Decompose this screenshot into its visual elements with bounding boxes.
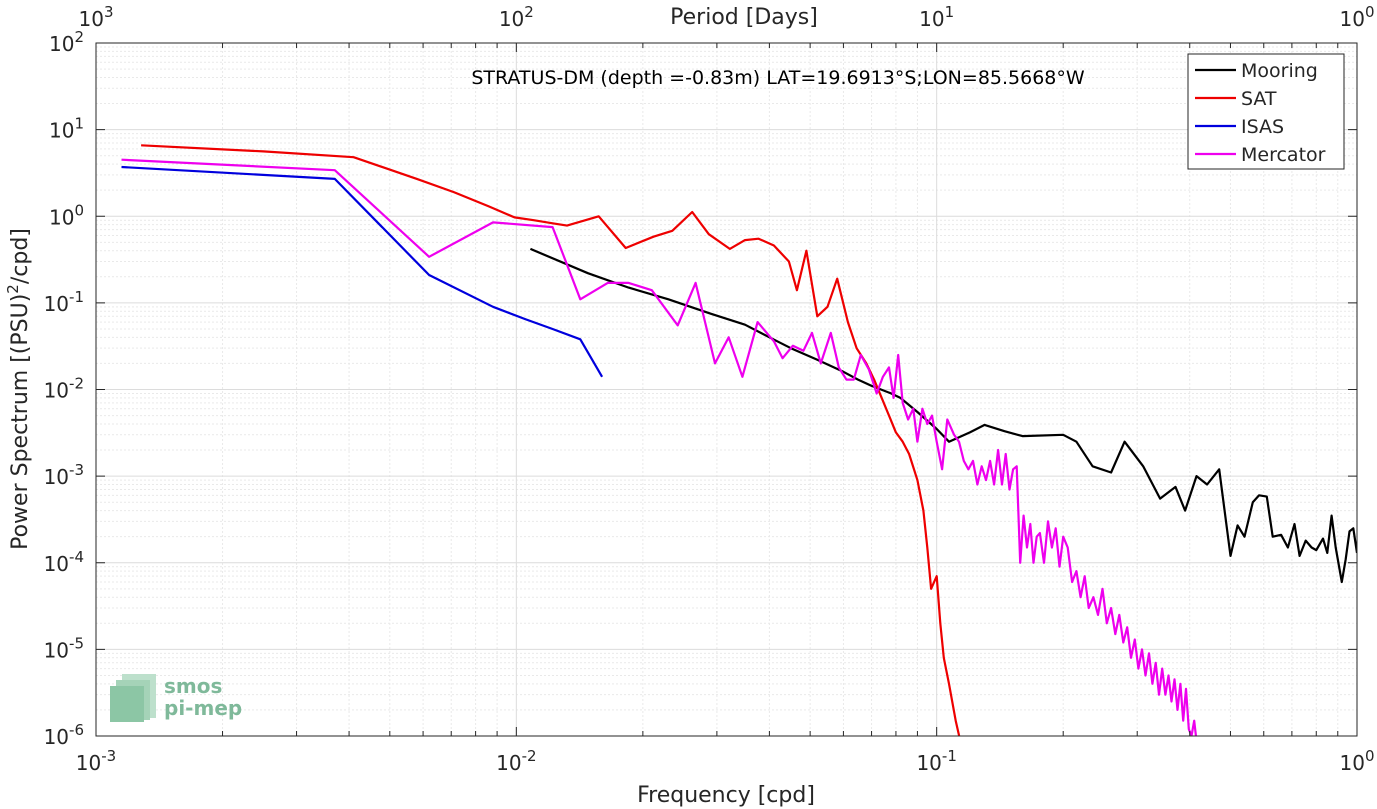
- series-line-mooring: [529, 247, 1357, 584]
- tick-marks: [95, 42, 1358, 737]
- series-line-sat: [141, 144, 961, 736]
- legend-label-mercator: Mercator: [1241, 144, 1326, 166]
- series-line-isas: [121, 165, 604, 378]
- chart-title: STRATUS-DM (depth =-0.83m) LAT=19.6913°S…: [471, 67, 1085, 89]
- x2-tick-label: 102: [499, 3, 534, 31]
- y-tick-label: 102: [49, 28, 84, 56]
- minor-grid: [96, 43, 1357, 736]
- legend-box: [1187, 53, 1345, 170]
- x-tick-label: 10-3: [76, 747, 116, 775]
- smos-pi-mep-logo: smos pi-mep: [110, 674, 242, 722]
- y-axis-label-sup: 2: [4, 284, 22, 294]
- logo-text-smos: smos: [164, 674, 222, 698]
- x2-tick-label: 101: [919, 3, 954, 31]
- logo-text-pi-mep: pi-mep: [164, 696, 242, 720]
- x-tick-label: 10-2: [496, 747, 536, 775]
- x2-tick-labels: 103 102 101 100: [79, 3, 1375, 31]
- legend-label-isas: ISAS: [1241, 116, 1284, 138]
- y-tick-label: 10-4: [44, 548, 84, 576]
- x2-axis-label: Period [Days]: [670, 5, 818, 30]
- series-layer: [121, 144, 1357, 736]
- y-axis-label-main: Power Spectrum [(PSU): [8, 294, 33, 550]
- y-tick-label: 10-1: [44, 288, 84, 316]
- y-tick-label: 10-3: [44, 461, 84, 489]
- x2-tick-label: 100: [1340, 3, 1375, 31]
- y-axis-label-tail: /cpd]: [8, 228, 33, 284]
- y-tick-label: 10-6: [44, 721, 84, 749]
- y-tick-label: 101: [49, 115, 84, 143]
- y-tick-label: 10-2: [44, 375, 84, 403]
- legend-label-mooring: Mooring: [1241, 60, 1318, 82]
- x-tick-label: 100: [1340, 747, 1375, 775]
- x-tick-labels: 10-3 10-2 10-1 100: [76, 747, 1375, 775]
- y-axis-label: Power Spectrum [(PSU)2/cpd]: [4, 228, 33, 550]
- logo-layer-3: [110, 686, 144, 722]
- y-tick-label: 100: [49, 201, 84, 229]
- x2-tick-label: 103: [79, 3, 114, 31]
- x-axis-label: Frequency [cpd]: [637, 783, 815, 808]
- y-tick-label: 10-5: [44, 634, 84, 662]
- legend-items: Mooring SAT ISAS Mercator: [1195, 60, 1326, 166]
- series-line-mercator: [121, 158, 1198, 736]
- legend-label-sat: SAT: [1241, 88, 1277, 110]
- x-tick-label: 10-1: [916, 747, 956, 775]
- y-tick-labels: 102 101 100 10-1 10-2 10-3 10-4 10-5 10-6: [44, 28, 84, 749]
- legend: Mooring SAT ISAS Mercator: [1187, 53, 1345, 170]
